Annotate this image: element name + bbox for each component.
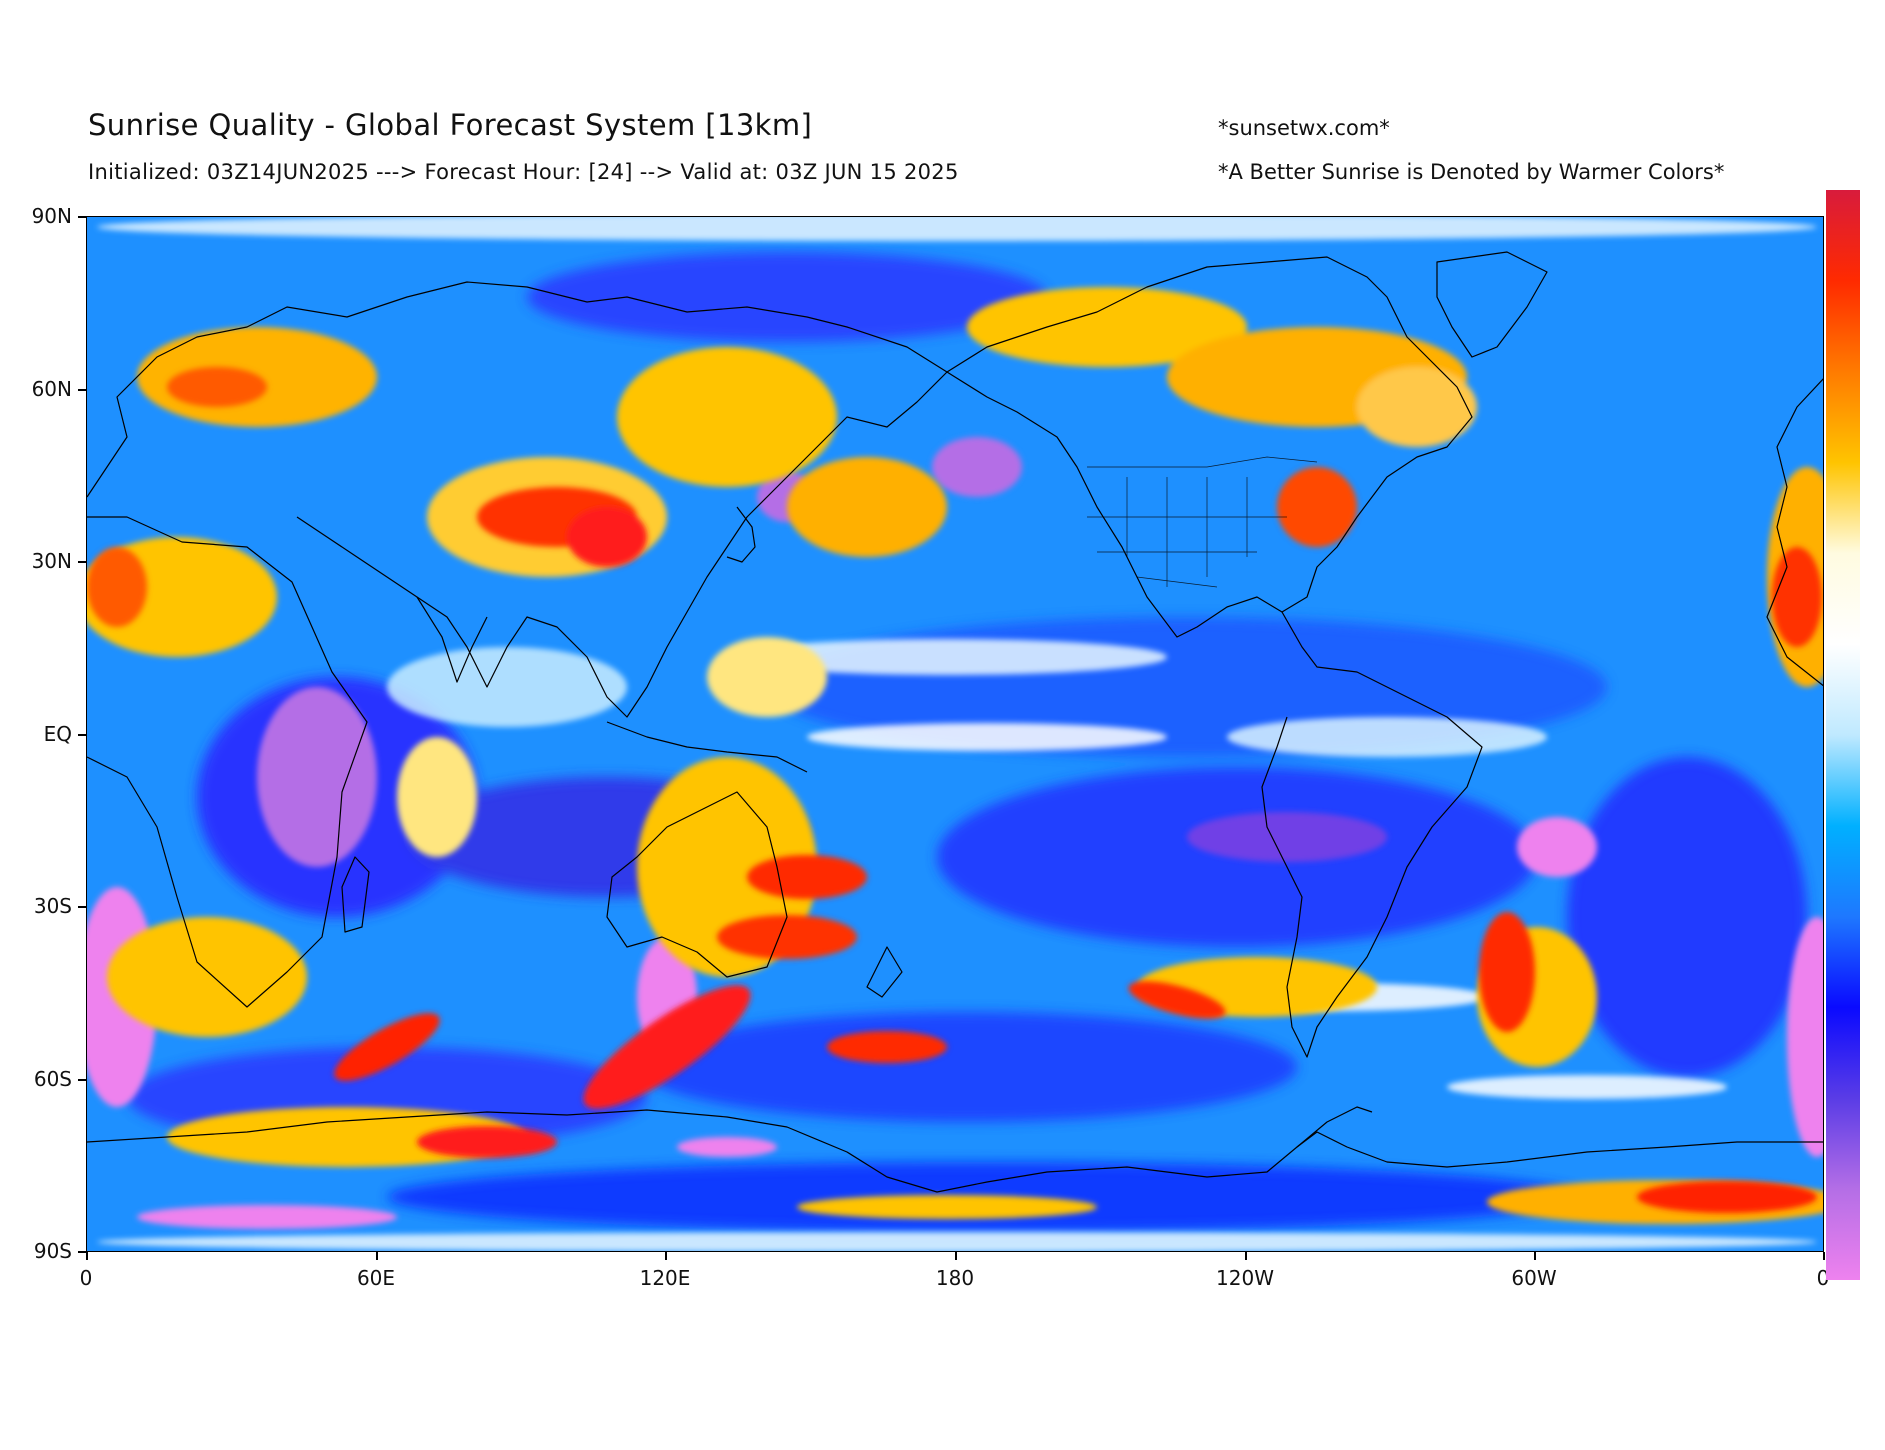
lon-tick — [1823, 1252, 1825, 1260]
map-canvas — [87, 217, 1823, 1251]
coastline-south-america — [1261, 611, 1483, 1058]
coastline-japan — [726, 506, 756, 563]
coastline-madagascar — [341, 856, 370, 933]
chart-subtitle: Initialized: 03Z14JUN2025 ---> Forecast … — [88, 160, 959, 184]
lat-tick — [78, 1079, 86, 1081]
lat-label-60s: 60S — [33, 1067, 72, 1091]
lon-tick — [665, 1252, 667, 1260]
lat-label-90s: 90S — [33, 1239, 72, 1263]
lon-label-180: 180 — [935, 1266, 975, 1290]
chart-title: Sunrise Quality - Global Forecast System… — [88, 108, 813, 142]
lat-label-30s: 30S — [33, 894, 72, 918]
lat-label-60n: 60N — [31, 377, 72, 401]
coastline-australia — [606, 791, 788, 978]
coastline-new-zealand — [866, 946, 903, 998]
lat-tick — [78, 734, 86, 736]
lat-label-30n: 30N — [31, 549, 72, 573]
coastline-india — [416, 596, 488, 683]
lon-tick — [86, 1252, 88, 1260]
lon-label-120e: 120E — [639, 1266, 691, 1290]
border-us-mexico — [1136, 576, 1218, 588]
site-credit: *sunsetwx.com* — [1218, 116, 1390, 140]
lon-label-120w: 120W — [1216, 1266, 1274, 1290]
lat-tick — [78, 389, 86, 391]
coastline-indonesia — [606, 721, 808, 773]
colorbar — [1826, 190, 1860, 1280]
lon-label-0-end: 0 — [1816, 1266, 1830, 1290]
coastline-greenland — [1436, 251, 1548, 358]
coastline-eurasia — [87, 281, 948, 718]
lat-label-90n: 90N — [31, 204, 72, 228]
sunrise-field-warm — [87, 287, 1823, 1224]
lat-tick — [78, 906, 86, 908]
lon-label-60e: 60E — [356, 1266, 396, 1290]
lon-tick — [1534, 1252, 1536, 1260]
coastline-africa — [87, 516, 368, 1008]
coastline-europe-west — [1766, 378, 1823, 687]
border-us-canada — [1087, 456, 1318, 468]
lon-label-60w: 60W — [1511, 1266, 1557, 1290]
border-us-states — [1087, 477, 1287, 587]
forecast-map — [86, 216, 1824, 1252]
lat-label-eq: EQ — [43, 722, 72, 746]
coastline-antarctica — [87, 1109, 1823, 1193]
color-note: *A Better Sunrise is Denoted by Warmer C… — [1218, 160, 1725, 184]
lon-label-0: 0 — [79, 1266, 93, 1290]
lat-tick — [78, 216, 86, 218]
coastlines — [87, 251, 1823, 1193]
lat-tick — [78, 1251, 86, 1253]
cloud-field-light — [97, 217, 1817, 1251]
lon-tick — [955, 1252, 957, 1260]
lon-tick — [1245, 1252, 1247, 1260]
lat-tick — [78, 561, 86, 563]
coastline-north-america — [946, 256, 1473, 638]
political-borders — [1087, 456, 1318, 588]
lon-tick — [376, 1252, 378, 1260]
coastline-antarctic-peninsula — [1296, 1106, 1373, 1148]
